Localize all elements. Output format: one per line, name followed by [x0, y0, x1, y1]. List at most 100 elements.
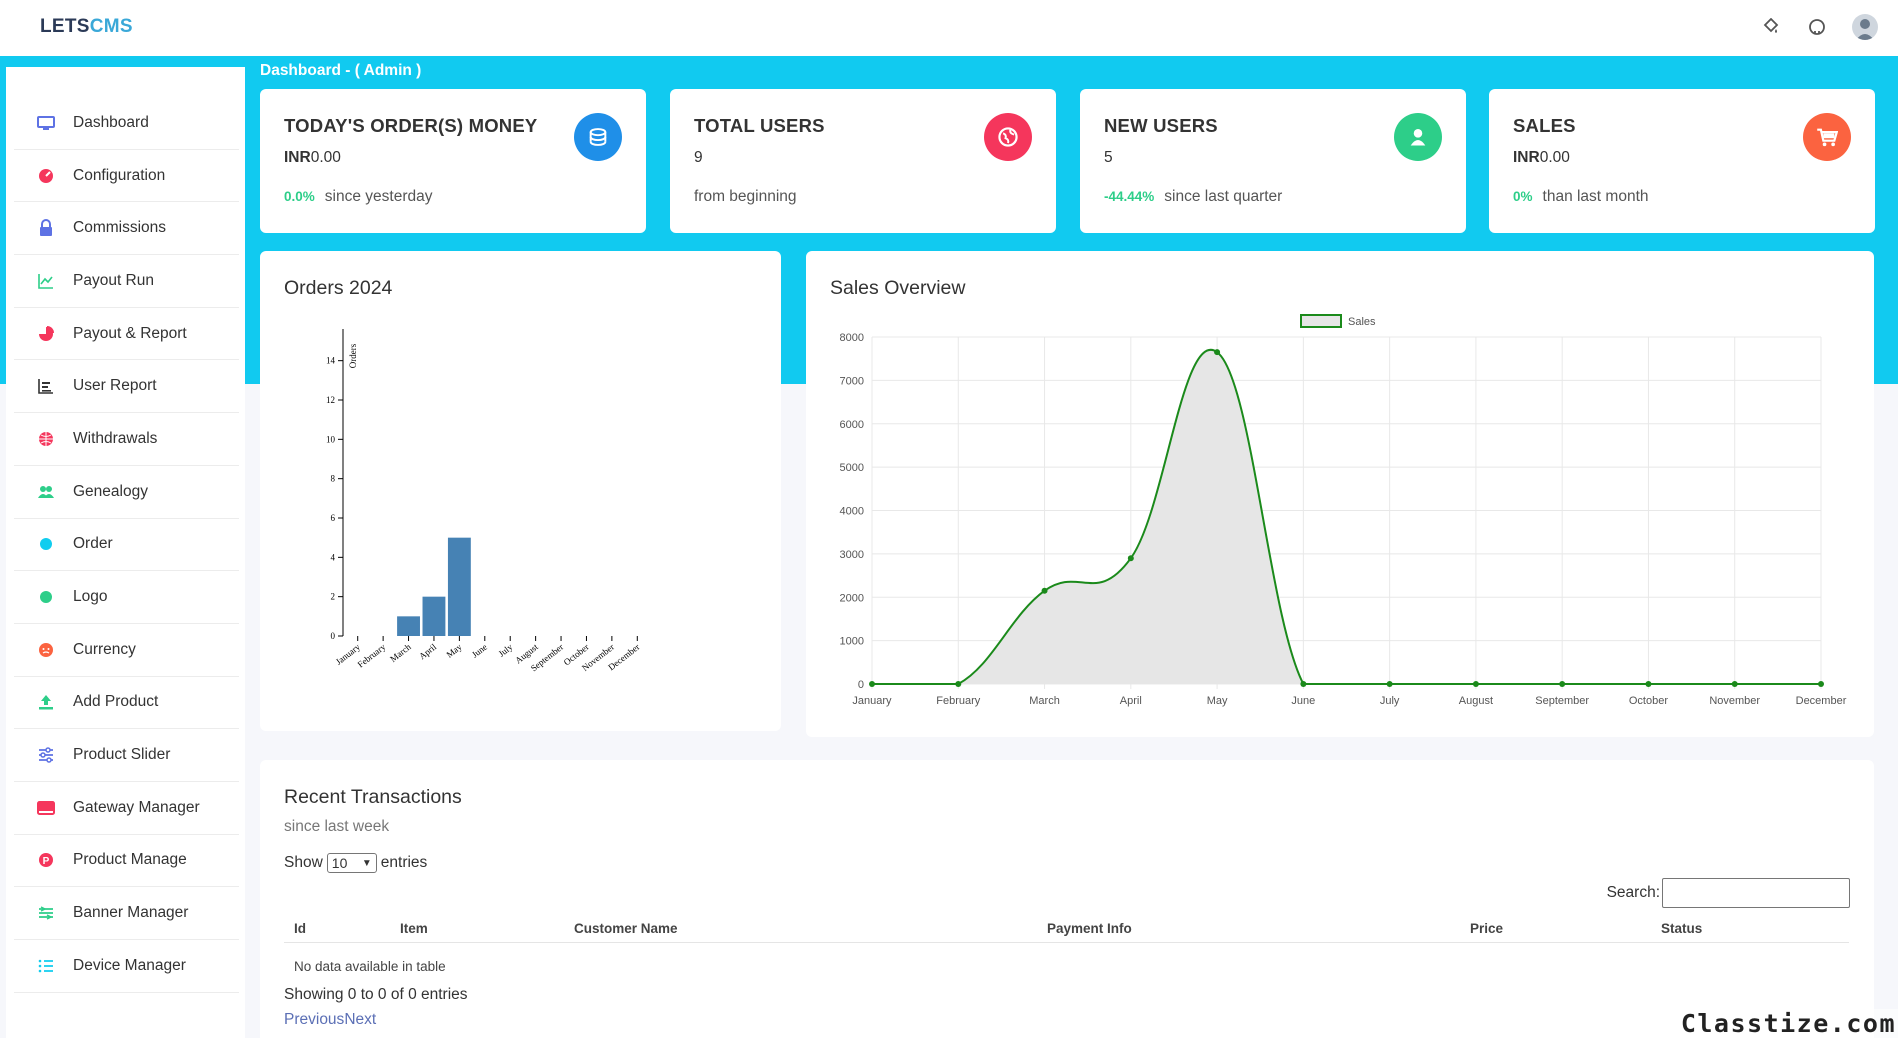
- sales-title: Sales Overview: [830, 277, 966, 299]
- x-tick-label: July: [496, 641, 514, 658]
- svg-text:P: P: [43, 856, 50, 867]
- circle-dot-icon: [36, 588, 56, 606]
- cart-icon: [1803, 113, 1851, 161]
- sales-point-january: [869, 681, 875, 687]
- stat-title: NEW USERS: [1104, 115, 1218, 136]
- sidebar-item-configuration[interactable]: Configuration: [14, 150, 239, 203]
- search-input[interactable]: [1662, 878, 1850, 908]
- column-header-id[interactable]: Id: [294, 921, 306, 936]
- sidebar-item-banner-manager[interactable]: Banner Manager: [14, 887, 239, 940]
- column-header-item[interactable]: Item: [400, 921, 428, 936]
- stat-card: NEW USERS 5 -44.44% since last quarter: [1080, 89, 1466, 233]
- previous-page-button[interactable]: Previous: [284, 1011, 345, 1028]
- user-avatar[interactable]: [1852, 14, 1878, 40]
- paint-bucket-icon[interactable]: [1760, 16, 1782, 38]
- x-tick-label: April: [1120, 695, 1142, 707]
- stat-change: -44.44% since last quarter: [1104, 188, 1282, 206]
- x-tick-label: September: [1535, 695, 1589, 707]
- p-badge-icon: P: [36, 851, 56, 869]
- sidebar-item-payout-report[interactable]: Payout & Report: [14, 308, 239, 361]
- gauge-icon: [36, 167, 56, 185]
- sidebar-item-product-slider[interactable]: Product Slider: [14, 729, 239, 782]
- sidebar-item-add-product[interactable]: Add Product: [14, 677, 239, 730]
- brand-logo[interactable]: LETSCMS: [40, 16, 133, 38]
- sidebar-item-product-manage[interactable]: P Product Manage: [14, 835, 239, 888]
- column-header-status[interactable]: Status: [1661, 921, 1703, 936]
- x-tick-label: March: [388, 641, 413, 664]
- y-tick-label: 8000: [840, 332, 864, 344]
- sidebar-item-label: Add Product: [73, 693, 159, 711]
- sales-point-august: [1472, 681, 1479, 687]
- next-page-button[interactable]: Next: [344, 1011, 377, 1028]
- column-header-payment-info[interactable]: Payment Info: [1047, 921, 1132, 936]
- stat-card: TODAY'S ORDER(S) MONEY INR0.00 0.0% since…: [260, 89, 646, 233]
- sidebar-item-label: Banner Manager: [73, 904, 189, 922]
- table-info: Showing 0 to 0 of 0 entries: [284, 986, 468, 1003]
- sidebar-item-genealogy[interactable]: Genealogy: [14, 466, 239, 519]
- sidebar-item-label: Device Manager: [73, 956, 186, 974]
- stat-change: 0% than last month: [1513, 188, 1649, 206]
- user-icon: [1394, 113, 1442, 161]
- empty-table-message: No data available in table: [294, 959, 446, 974]
- y-tick-label: 5000: [840, 462, 864, 474]
- list-icon: [36, 957, 56, 975]
- sidebar-item-label: Gateway Manager: [73, 798, 200, 816]
- entries-select[interactable]: 10 ▼: [326, 853, 377, 873]
- sidebar-item-dashboard[interactable]: Dashboard: [14, 97, 239, 150]
- transactions-panel: Recent Transactions since last week Show…: [260, 760, 1874, 1038]
- sidebar-item-gateway-manager[interactable]: Gateway Manager: [14, 782, 239, 835]
- globe-icon: [984, 113, 1032, 161]
- sliders-icon: [36, 746, 56, 764]
- bar-march: [397, 616, 420, 636]
- x-tick-label: May: [1207, 695, 1228, 707]
- bar-list-icon: [36, 377, 56, 395]
- x-tick-label: August: [1459, 695, 1493, 707]
- layers-icon: [36, 904, 56, 922]
- x-tick-label: June: [1291, 695, 1315, 707]
- sidebar-item-label: Product Slider: [73, 746, 171, 764]
- top-bar: LETSCMS: [0, 0, 1898, 56]
- x-tick-label: May: [444, 641, 464, 659]
- y-tick-label: 12: [326, 395, 335, 405]
- circle-dot-icon: [36, 535, 56, 553]
- watermark: Classtize.com: [1678, 1009, 1898, 1038]
- column-header-price[interactable]: Price: [1470, 921, 1504, 936]
- sidebar-item-label: Currency: [73, 640, 136, 658]
- x-tick-label: June: [470, 642, 489, 660]
- stat-currency: INR: [284, 149, 311, 166]
- github-icon[interactable]: [1806, 16, 1828, 38]
- pagination: PreviousNext: [284, 1011, 376, 1029]
- header-actions: [1760, 14, 1878, 40]
- sales-point-april: [1127, 555, 1134, 562]
- y-tick-label: 0: [331, 631, 336, 641]
- sidebar-item-label: Product Manage: [73, 851, 187, 869]
- sidebar-item-user-report[interactable]: User Report: [14, 360, 239, 414]
- x-tick-label: March: [1029, 695, 1060, 707]
- stat-amount: 9: [694, 149, 703, 166]
- y-tick-label: 6: [331, 513, 336, 523]
- bar-april: [422, 596, 446, 636]
- sidebar-item-withdrawals[interactable]: Withdrawals: [14, 413, 239, 466]
- column-header-customer-name[interactable]: Customer Name: [574, 921, 678, 936]
- sales-area-chart: 0 1000 2000 3000 4000 5000 6000 7000 8000 January…: [840, 314, 1847, 707]
- stat-amount: 0.00: [310, 149, 341, 166]
- sidebar-item-payout-run[interactable]: Payout Run: [14, 255, 239, 308]
- x-tick-label: February: [936, 695, 981, 707]
- bar-may: [447, 537, 471, 636]
- stat-amount: 0.00: [1539, 149, 1570, 166]
- pie-chart-icon: [36, 325, 56, 343]
- sidebar-item-currency[interactable]: Currency: [14, 624, 239, 677]
- stat-card: SALES INR0.00 0% than last month: [1489, 89, 1875, 233]
- sidebar-item-order[interactable]: Order: [14, 519, 239, 572]
- y-tick-label: 1000: [840, 636, 864, 648]
- y-tick-label: 4000: [840, 506, 864, 518]
- sales-area-fill: [872, 349, 1821, 684]
- sidebar-item-commissions[interactable]: Commissions: [14, 202, 239, 256]
- lock-icon: [36, 219, 56, 237]
- sidebar-item-logo[interactable]: Logo: [14, 571, 239, 624]
- stat-note: from beginning: [694, 188, 797, 205]
- y-tick-label: 8: [331, 474, 336, 484]
- legend-swatch: [1300, 314, 1342, 328]
- x-tick-label: November: [1709, 695, 1760, 707]
- sidebar-item-device-manager[interactable]: Device Manager: [14, 940, 239, 993]
